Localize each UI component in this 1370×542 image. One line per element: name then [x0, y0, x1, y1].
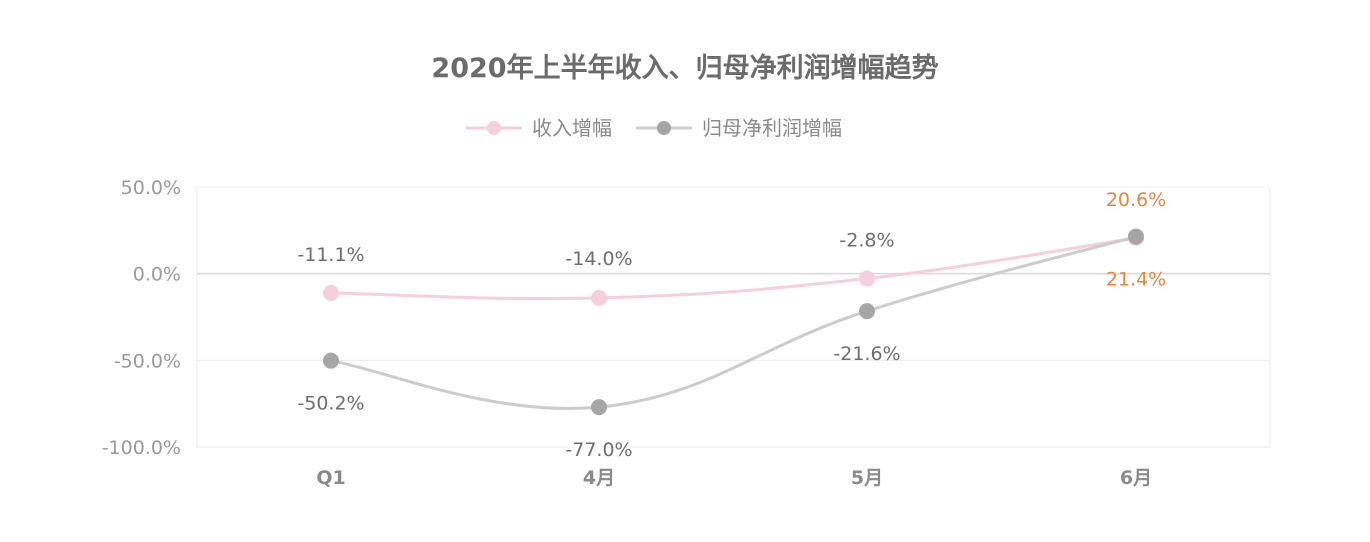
- legend-marker-revenue: [487, 121, 501, 135]
- x-tick-label: 4月: [583, 467, 615, 489]
- y-tick-label: -50.0%: [114, 350, 181, 372]
- chart-title: 2020年上半年收入、归母净利润增幅趋势: [431, 52, 938, 84]
- y-tick-label: 50.0%: [121, 177, 181, 199]
- data-point-net-profit[interactable]: [1128, 228, 1144, 245]
- gridlines: [197, 186, 1270, 448]
- x-tick-label: 5月: [851, 467, 883, 489]
- legend-item-net-profit[interactable]: 归母净利润增幅: [636, 116, 842, 140]
- legend-label-revenue: 收入增幅: [532, 116, 612, 140]
- series-net-profit: -50.2% -77.0% -21.6% 21.4%: [297, 228, 1166, 461]
- data-point-revenue[interactable]: [859, 270, 875, 287]
- data-label-revenue: -14.0%: [565, 248, 632, 270]
- x-axis: Q1 4月 5月 6月: [316, 467, 1152, 489]
- legend-marker-net-profit: [657, 121, 671, 135]
- y-tick-label: -100.0%: [102, 437, 181, 459]
- series-layer: -11.1% -14.0% -2.8% 20.6% -50.2% -77.0% -21.6%…: [297, 189, 1166, 461]
- data-label-revenue: -2.8%: [839, 230, 894, 252]
- data-label-net-profit: -77.0%: [565, 439, 632, 461]
- x-tick-label: Q1: [316, 467, 345, 489]
- series-line-revenue: [330, 236, 1137, 301]
- data-label-revenue: 20.6%: [1106, 189, 1166, 211]
- data-point-revenue[interactable]: [323, 284, 339, 301]
- data-label-revenue: -11.1%: [297, 244, 364, 266]
- x-tick-label: 6月: [1120, 467, 1152, 489]
- data-label-net-profit: -21.6%: [833, 343, 900, 365]
- y-tick-label: 0.0%: [133, 264, 181, 286]
- series-line-net-profit: [330, 235, 1137, 410]
- legend-item-revenue[interactable]: 收入增幅: [466, 116, 612, 140]
- data-label-net-profit: 21.4%: [1106, 269, 1166, 291]
- legend-label-net-profit: 归母净利润增幅: [702, 116, 842, 140]
- data-point-net-profit[interactable]: [859, 303, 875, 320]
- data-point-net-profit[interactable]: [591, 399, 607, 416]
- data-label-net-profit: -50.2%: [297, 393, 364, 415]
- series-revenue: -11.1% -14.0% -2.8% 20.6%: [297, 189, 1166, 306]
- y-axis: 50.0% 0.0% -50.0% -100.0%: [102, 177, 181, 459]
- legend: 收入增幅 归母净利润增幅: [466, 116, 842, 140]
- data-point-revenue[interactable]: [591, 289, 607, 306]
- data-point-net-profit[interactable]: [323, 352, 339, 369]
